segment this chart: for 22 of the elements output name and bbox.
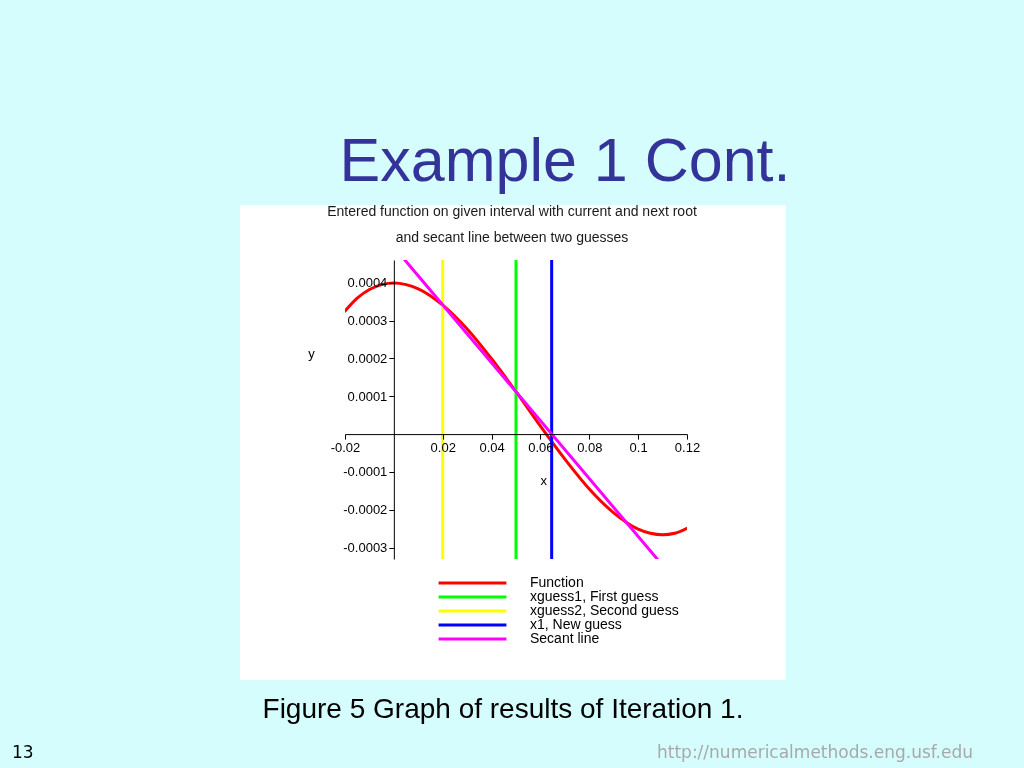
chart-title: Example 1 Cont. [339, 126, 791, 194]
x-tick-label: 0.08 [577, 439, 603, 455]
legend-label: Secant line [530, 630, 600, 646]
y-axis-title: y [308, 345, 316, 361]
legend-label: xguess1, First guess [530, 588, 659, 604]
chart-subtitle: Entered function on given interval with current and next root and secant line between two guesses [327, 203, 697, 245]
y-tick-label: 0.0002 [347, 350, 388, 366]
legend-label: Function [530, 574, 584, 590]
x-tick-label: 0.04 [479, 439, 505, 455]
caption: Figure 5 Graph of results of Iteration 1. [262, 693, 744, 724]
x-tick-label: 0.1 [629, 439, 648, 455]
y-tick-label: -0.0002 [343, 502, 388, 518]
text: http://numericalmethods.eng.usf.edu [657, 742, 973, 762]
x-tick-label: -0.02 [330, 439, 361, 455]
text: 13 [12, 742, 34, 762]
x-axis-title: x [540, 472, 548, 488]
y-tick-label: -0.0003 [343, 540, 388, 556]
y-tick-label: 0.0004 [347, 275, 388, 291]
x-tick-label: 0.12 [674, 439, 701, 455]
y-tick-label: 0.0003 [347, 313, 388, 329]
y-tick-label: 0.0001 [347, 388, 388, 404]
y-tick-label: -0.0001 [343, 464, 388, 480]
